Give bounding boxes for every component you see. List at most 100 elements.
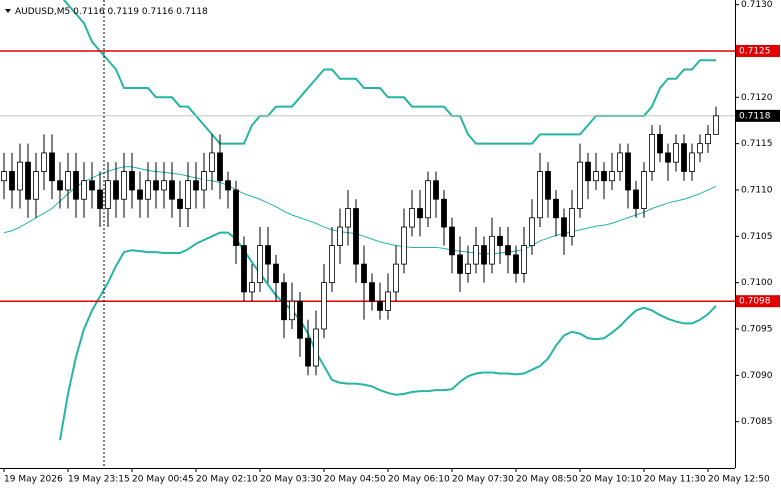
candle-body <box>89 180 95 191</box>
x-tick-label: 19 May 23:15 <box>68 475 130 485</box>
header-icon <box>5 9 11 13</box>
candle-body <box>441 198 447 228</box>
x-tick-label: 20 May 06:10 <box>388 475 450 485</box>
bid-label: 0.7118 <box>739 111 771 121</box>
x-tick-label: 20 May 11:30 <box>644 475 706 485</box>
candle-body <box>601 171 607 182</box>
candle-body <box>465 263 471 274</box>
x-tick-label: 20 May 04:50 <box>324 475 386 485</box>
candle-body <box>561 217 567 237</box>
y-tick-label: 0.7105 <box>741 232 773 242</box>
candle-body <box>697 143 703 154</box>
x-tick-label: 20 May 00:45 <box>132 475 194 485</box>
candle-body <box>73 171 79 200</box>
candle-body <box>385 291 391 311</box>
candle-body <box>81 180 87 200</box>
x-tick-label: 20 May 12:50 <box>708 475 770 485</box>
candle-body <box>553 198 559 219</box>
candle-body <box>193 180 199 191</box>
candle-body <box>169 180 175 200</box>
x-tick-label: 19 May 2026 <box>4 475 63 485</box>
candle-body <box>617 152 623 172</box>
chart-header: AUDUSD,M5 0.7116 0.7119 0.7116 0.7118 <box>15 7 208 17</box>
header-low: 0.7116 <box>142 7 174 17</box>
candle-body <box>257 245 263 284</box>
candle-body <box>25 161 31 200</box>
bid-label-box <box>736 109 780 122</box>
x-tick-label: 20 May 08:50 <box>516 475 578 485</box>
candle-body <box>713 115 719 135</box>
candle-body <box>393 263 399 293</box>
candle-body <box>337 226 343 246</box>
candle-body <box>425 180 431 219</box>
x-tick-label: 20 May 02:10 <box>196 475 258 485</box>
candle-body <box>329 245 335 284</box>
level-label-box <box>736 44 780 57</box>
candle-body <box>705 133 711 145</box>
candle-body <box>177 198 183 209</box>
candle-body <box>265 245 271 265</box>
y-tick-label: 0.7095 <box>741 324 773 334</box>
candle-body <box>521 245 527 274</box>
candle-body <box>57 180 63 191</box>
candle-body <box>1 171 7 182</box>
candle-body <box>49 152 55 182</box>
y-tick-label: 0.7085 <box>741 417 773 427</box>
candle-body <box>161 180 167 191</box>
candle-body <box>457 254 463 274</box>
y-tick-label: 0.7110 <box>741 185 773 195</box>
candle-body <box>41 152 47 172</box>
candle-body <box>593 171 599 182</box>
y-tick-label: 0.7120 <box>741 93 773 103</box>
candle-body <box>657 133 663 154</box>
candle-body <box>297 300 303 339</box>
candle-body <box>513 254 519 274</box>
candle-body <box>273 263 279 284</box>
candle-body <box>305 337 311 367</box>
candle-body <box>345 208 351 228</box>
candle-body <box>449 226 455 256</box>
header-high: 0.7119 <box>108 7 140 17</box>
candle-body <box>505 245 511 256</box>
candle-body <box>609 171 615 182</box>
candle-body <box>537 171 543 219</box>
candle-body <box>137 189 143 200</box>
candle-body <box>417 208 423 219</box>
candle-body <box>201 171 207 191</box>
header-open: 0.7116 <box>73 7 105 17</box>
candle-body <box>121 171 127 200</box>
candle-body <box>489 235 495 265</box>
candle-body <box>409 208 415 228</box>
candle-body <box>529 217 535 246</box>
candle-body <box>97 189 103 209</box>
candle-body <box>481 245 487 265</box>
level-label: 0.7098 <box>739 297 771 307</box>
candle-body <box>545 171 551 200</box>
candle-body <box>641 171 647 209</box>
candle-body <box>361 263 367 284</box>
candle-body <box>353 208 359 265</box>
candle-body <box>377 300 383 311</box>
x-tick-label: 20 May 03:30 <box>260 475 322 485</box>
candle-body <box>17 161 23 191</box>
candle-body <box>321 282 327 330</box>
candle-body <box>401 226 407 265</box>
candle-body <box>665 152 671 163</box>
candle-body <box>289 300 295 321</box>
candle-body <box>673 143 679 163</box>
axes: 0.7130 0.7125 0.7120 0.7115 0.7110 0.7105 0.71… <box>3 0 780 485</box>
candle-body <box>497 235 503 246</box>
candle-body <box>369 282 375 302</box>
candle-body <box>681 143 687 172</box>
x-tick-label: 20 May 07:30 <box>452 475 514 485</box>
plot-area <box>0 0 735 441</box>
candle-body <box>209 152 215 172</box>
symbol: AUDUSD,M5 <box>15 7 70 17</box>
candle-body <box>577 161 583 209</box>
header-close: 0.7118 <box>176 7 208 17</box>
candle-body <box>249 282 255 293</box>
y-tick-label: 0.7115 <box>741 139 773 149</box>
candle-body <box>473 245 479 265</box>
y-tick-label: 0.7130 <box>741 0 773 10</box>
candle-body <box>65 171 71 191</box>
